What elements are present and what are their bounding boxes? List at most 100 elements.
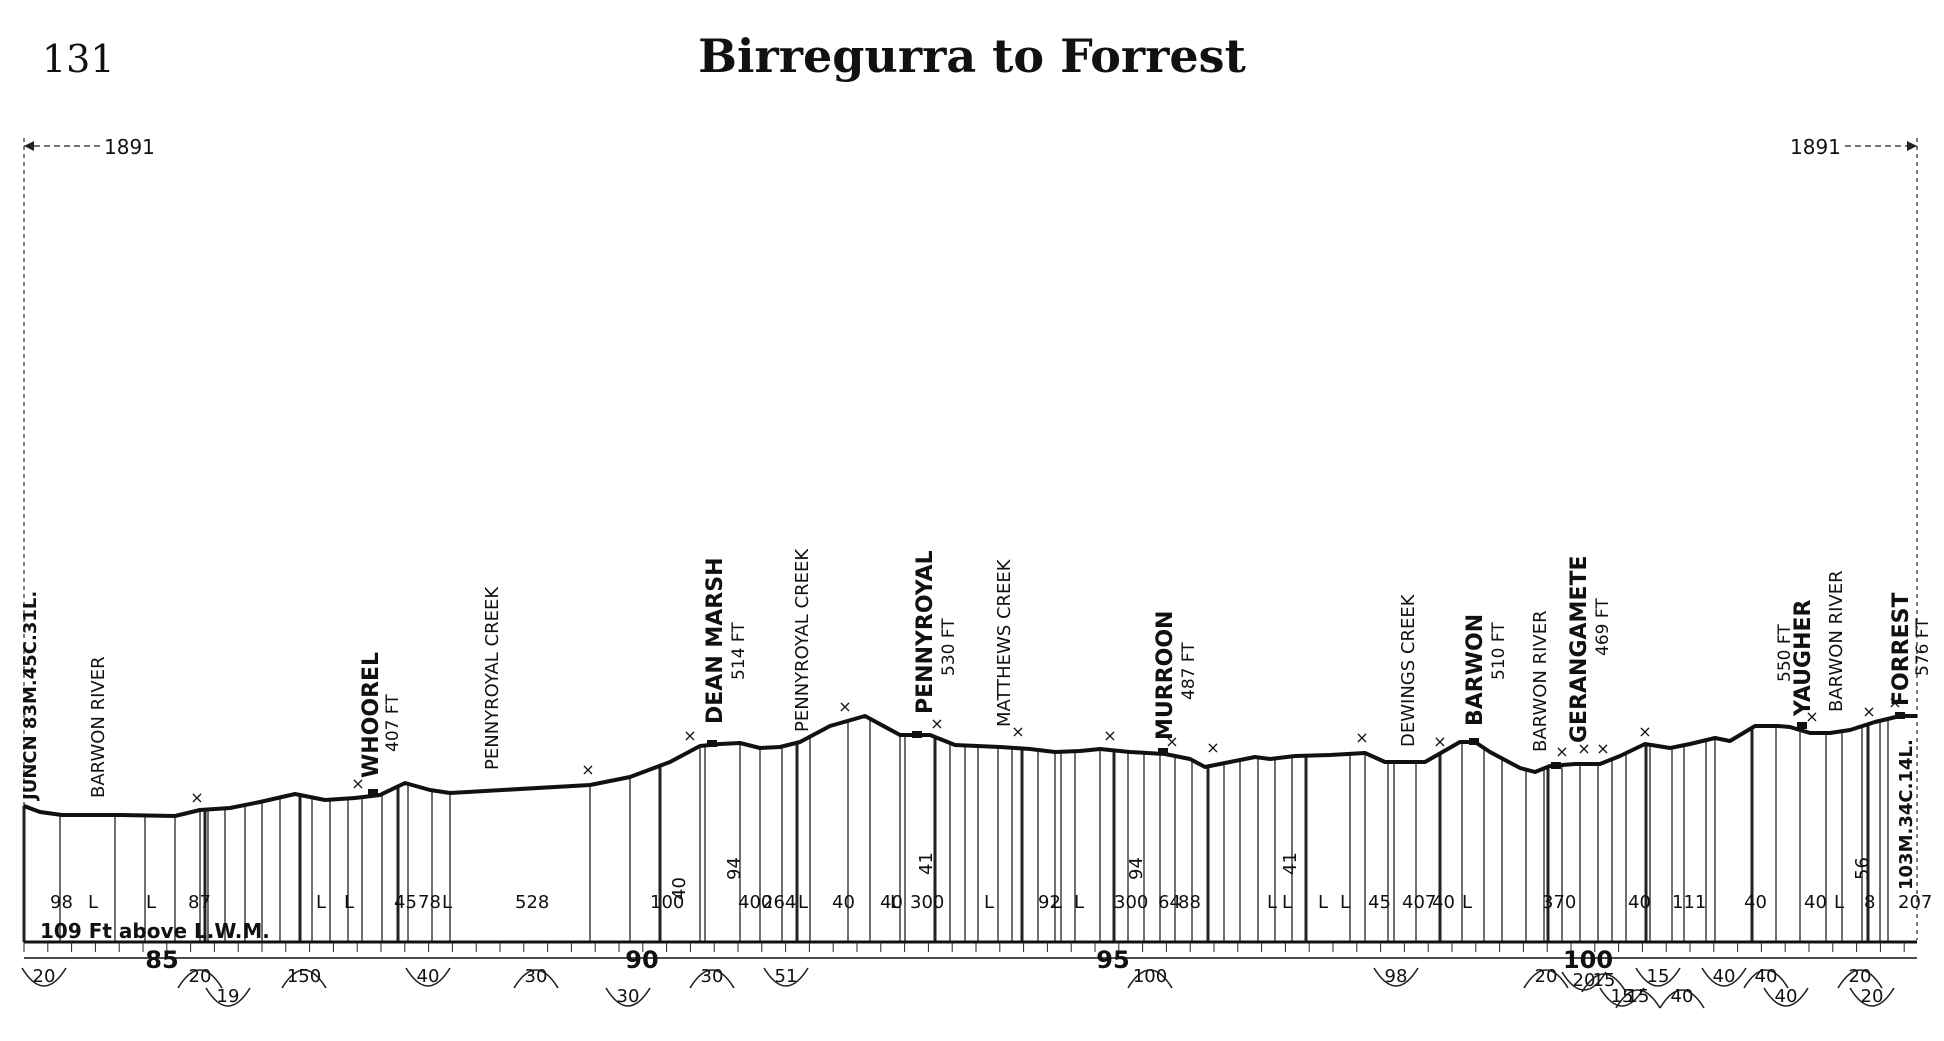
grade-value: 300: [1114, 892, 1148, 913]
grade-value: 88: [1178, 892, 1201, 913]
curve-arc: [177, 969, 223, 989]
station-elevation-whoorel: 407 FT: [383, 694, 403, 752]
svg-text:×: ×: [1355, 728, 1368, 747]
grade-value: 8: [1864, 892, 1875, 913]
grade-value: 100: [650, 892, 684, 913]
milepost-95: 95: [1096, 946, 1129, 974]
grade-value: 40: [1804, 892, 1827, 913]
curve-arc: [1635, 967, 1681, 987]
svg-text:×: ×: [1638, 722, 1651, 741]
grade-value: 64: [1158, 892, 1181, 913]
curve-radius-label: 15: [1647, 966, 1670, 987]
curve-radius-label: 40: [417, 966, 440, 987]
curve-radius-label: 15: [1611, 986, 1634, 1007]
curve-arc: [1615, 989, 1661, 1009]
svg-text:×: ×: [351, 774, 364, 793]
grade-value: L: [1074, 892, 1084, 913]
curve-arc: [1581, 973, 1627, 993]
curve-arc: [21, 967, 67, 987]
grade-change-lines: [22, 718, 1889, 942]
curve-radius-label: 30: [525, 966, 548, 987]
feature-barwon-river-2: BARWON RIVER: [1530, 610, 1551, 752]
svg-text:×: ×: [1103, 726, 1116, 745]
curve-arc: [1763, 987, 1809, 1007]
grade-value: L: [442, 892, 452, 913]
curve-radius-label: 30: [617, 986, 640, 1007]
axis-ticks: [23, 942, 1905, 952]
feature-dewings-creek: DEWINGS CREEK: [1398, 593, 1419, 747]
grade-value: L: [316, 892, 326, 913]
grade-value: 407: [1402, 892, 1436, 913]
svg-text:×: ×: [1862, 702, 1875, 721]
svg-text:×: ×: [930, 714, 943, 733]
grade-value: 40: [1628, 892, 1651, 913]
station-name-yaugher: YAUGHER: [1791, 599, 1816, 717]
svg-text:×: ×: [1555, 742, 1568, 761]
feature-pennyroyal-creek-2: PENNYROYAL CREEK: [792, 548, 813, 732]
curve-arc: [281, 969, 327, 989]
grade-value: 94: [724, 857, 745, 880]
end-mileage-label: 103M.34C.14L.: [1896, 739, 1917, 890]
grade-value: L: [798, 892, 808, 913]
station-elevation-barwon: 510 FT: [1489, 622, 1509, 680]
grade-value: 45: [1368, 892, 1391, 913]
svg-text:×: ×: [1011, 722, 1024, 741]
curve-radius-label: 100: [1133, 966, 1167, 987]
grade-value: L: [1318, 892, 1328, 913]
svg-text:×: ×: [838, 697, 851, 716]
grade-value: 92: [1038, 892, 1061, 913]
grade-value: 400: [738, 892, 772, 913]
grade-value: 40: [669, 877, 690, 900]
grade-value: 264: [762, 892, 796, 913]
curve-arc: [1373, 967, 1419, 987]
curve-radius-label: 20: [1573, 970, 1596, 991]
station-name-murroon: MURROON: [1153, 611, 1178, 740]
svg-text:×: ×: [1577, 739, 1590, 758]
curve-arc: [513, 969, 559, 989]
grade-value: L: [88, 892, 98, 913]
svg-text:×: ×: [1596, 739, 1609, 758]
curve-radius-label: 51: [775, 966, 798, 987]
curve-radius-label: 40: [1755, 966, 1778, 987]
curve-arc: [1701, 967, 1747, 987]
grade-value: L: [1282, 892, 1292, 913]
grade-value: 528: [515, 892, 549, 913]
grade-value: 40: [880, 892, 903, 913]
elevation-profile-line: [23, 714, 1917, 818]
grade-value: 40: [1744, 892, 1767, 913]
grade-value: 87: [188, 892, 211, 913]
curve-arc: [1523, 969, 1569, 989]
grade-value: 98: [50, 892, 73, 913]
grade-value: L: [1340, 892, 1350, 913]
curve-radius-label: 40: [1775, 986, 1798, 1007]
feature-pennyroyal-creek-1: PENNYROYAL CREEK: [482, 586, 503, 770]
curve-arc: [1743, 969, 1789, 989]
grade-value: L: [890, 892, 900, 913]
page-title: Birregurra to Forrest: [698, 29, 1246, 83]
station-elevation-forrest: 576 FT: [1913, 618, 1933, 676]
milepost-100: 100: [1563, 946, 1613, 974]
curve-radius-label: 20: [1849, 966, 1872, 987]
curve-radius-label: 20: [189, 966, 212, 987]
curve-arc: [1127, 969, 1173, 989]
grade-value: 300: [910, 892, 944, 913]
station-name-pennyroyal: PENNYROYAL: [913, 550, 938, 714]
grade-value: 41: [916, 852, 937, 875]
grade-value: 41: [1280, 852, 1301, 875]
station-elevation-gerangamete: 469 FT: [1593, 598, 1613, 656]
grade-value: 78: [418, 892, 441, 913]
svg-text:×: ×: [1805, 707, 1818, 726]
svg-text:×: ×: [1165, 732, 1178, 751]
junction-label: JUNCN 83M.45C.31L.: [20, 591, 41, 802]
curve-arc: [1599, 987, 1645, 1007]
grade-value: 56: [1852, 857, 1873, 880]
feature-barwon-river-3: BARWON RIVER: [1826, 570, 1847, 712]
curve-arc: [689, 969, 735, 989]
grade-value: L: [1052, 892, 1062, 913]
grade-value: L: [984, 892, 994, 913]
summit-cross-marks: × × × × × × × × × × × × × × × × × × ×: [190, 693, 1901, 807]
grade-value: 94: [1126, 857, 1147, 880]
